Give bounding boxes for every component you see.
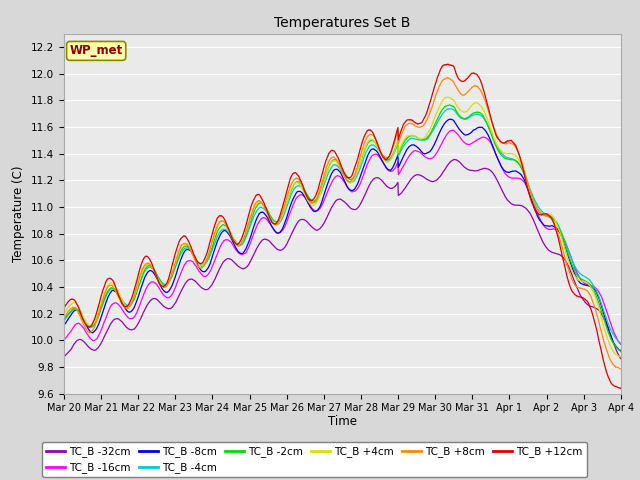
TC_B -8cm (308, 206, 316, 212)
TC_B -32cm (103, 328, 111, 334)
Y-axis label: Temperature (C): Temperature (C) (12, 165, 26, 262)
TC_B -2cm (377, 150, 385, 156)
TC_B +12cm (126, 300, 134, 305)
TC_B -32cm (296, 217, 304, 223)
TC_B -8cm (103, 297, 111, 302)
TC_B -4cm (60, 318, 68, 324)
Legend: TC_B -32cm, TC_B -16cm, TC_B -8cm, TC_B -4cm, TC_B -2cm, TC_B +4cm, TC_B +8cm, T: TC_B -32cm, TC_B -16cm, TC_B -8cm, TC_B … (42, 442, 587, 478)
TC_B +12cm (377, 150, 385, 156)
TC_B -8cm (318, 199, 326, 205)
TC_B -16cm (449, 127, 457, 133)
TC_B -4cm (296, 183, 304, 189)
Line: TC_B -4cm: TC_B -4cm (64, 109, 621, 344)
TC_B -2cm (103, 289, 111, 295)
TC_B -2cm (318, 184, 326, 190)
TC_B +4cm (296, 182, 304, 188)
TC_B +4cm (617, 354, 625, 360)
TC_B -8cm (296, 189, 304, 194)
TC_B +4cm (60, 311, 68, 317)
TC_B -32cm (318, 224, 326, 229)
TC_B +8cm (617, 366, 625, 372)
TC_B +12cm (444, 61, 452, 67)
TC_B -16cm (377, 156, 385, 162)
TC_B +12cm (103, 277, 111, 283)
TC_B -2cm (308, 197, 316, 203)
TC_B +8cm (444, 75, 452, 81)
TC_B +8cm (318, 180, 326, 186)
TC_B -16cm (126, 316, 134, 322)
TC_B -8cm (126, 309, 134, 315)
Text: WP_met: WP_met (70, 44, 123, 58)
TC_B +12cm (60, 305, 68, 311)
TC_B +4cm (126, 302, 134, 308)
TC_B -2cm (126, 303, 134, 309)
TC_B -4cm (308, 199, 316, 205)
TC_B -8cm (447, 116, 454, 122)
TC_B +8cm (377, 149, 385, 155)
TC_B -16cm (60, 337, 68, 343)
TC_B -16cm (617, 341, 625, 347)
X-axis label: Time: Time (328, 415, 357, 428)
Line: TC_B +4cm: TC_B +4cm (64, 97, 621, 357)
TC_B +4cm (616, 354, 624, 360)
Line: TC_B -16cm: TC_B -16cm (64, 130, 621, 344)
Line: TC_B -32cm: TC_B -32cm (64, 159, 621, 359)
TC_B -16cm (318, 203, 326, 208)
Line: TC_B +12cm: TC_B +12cm (64, 64, 621, 388)
TC_B +12cm (617, 385, 625, 391)
TC_B +4cm (377, 152, 385, 157)
TC_B -32cm (451, 156, 459, 162)
TC_B -2cm (445, 102, 453, 108)
TC_B -16cm (103, 312, 111, 318)
TC_B +12cm (318, 172, 326, 178)
TC_B +8cm (296, 179, 304, 185)
TC_B +8cm (308, 200, 316, 206)
Title: Temperatures Set B: Temperatures Set B (274, 16, 411, 30)
Line: TC_B -8cm: TC_B -8cm (64, 119, 621, 350)
TC_B -4cm (377, 151, 385, 157)
TC_B -8cm (60, 323, 68, 328)
TC_B -4cm (103, 291, 111, 297)
TC_B -16cm (296, 192, 304, 198)
TC_B -8cm (377, 155, 385, 161)
TC_B +4cm (103, 284, 111, 290)
TC_B +4cm (318, 186, 326, 192)
Line: TC_B +8cm: TC_B +8cm (64, 78, 621, 369)
TC_B +12cm (296, 177, 304, 182)
TC_B -4cm (126, 302, 134, 308)
TC_B +8cm (60, 315, 68, 321)
TC_B -8cm (617, 348, 625, 353)
TC_B -2cm (617, 349, 625, 355)
TC_B -32cm (126, 326, 134, 332)
TC_B -32cm (308, 224, 316, 229)
TC_B +4cm (308, 202, 316, 208)
TC_B -32cm (60, 354, 68, 360)
TC_B -4cm (318, 188, 326, 193)
TC_B -4cm (447, 106, 454, 112)
TC_B -32cm (617, 356, 625, 361)
TC_B +4cm (444, 94, 451, 100)
TC_B +8cm (103, 285, 111, 291)
TC_B -4cm (617, 341, 625, 347)
TC_B +8cm (126, 303, 134, 309)
TC_B -16cm (308, 205, 316, 211)
TC_B -2cm (296, 180, 304, 186)
Line: TC_B -2cm: TC_B -2cm (64, 105, 621, 352)
TC_B +12cm (308, 197, 316, 203)
TC_B -32cm (377, 177, 385, 182)
TC_B -2cm (60, 317, 68, 323)
